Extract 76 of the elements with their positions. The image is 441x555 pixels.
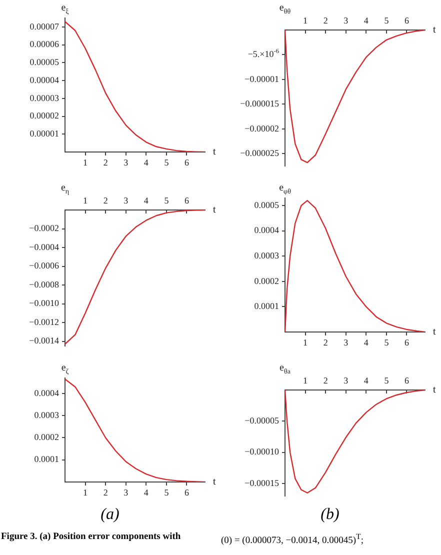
x-tick-label: 1 xyxy=(83,195,88,206)
x-tick-label: 3 xyxy=(344,375,349,386)
y-tick-label: −0.0004 xyxy=(29,242,60,252)
y-tick-label: −0.0008 xyxy=(29,279,60,290)
x-tick-label: 5 xyxy=(164,195,170,206)
caption: Figure 3. (a) Position error components with xyxy=(1,532,182,542)
y-tick-label: 0.0004 xyxy=(254,225,280,236)
x-tick-label: 6 xyxy=(184,195,190,206)
y-tick-label: −0.000025 xyxy=(240,148,280,158)
y-tick-label: −0.000015 xyxy=(240,98,280,109)
text: (b) xyxy=(320,506,340,524)
x-tick-label: 4 xyxy=(144,157,149,168)
x-tick-label: 6 xyxy=(184,487,190,498)
x-tick-label: 1 xyxy=(303,15,308,26)
y-tick-label: −0.00005 xyxy=(244,416,280,426)
x-axis-title: t xyxy=(213,146,216,158)
x-axis-title: t xyxy=(433,24,436,36)
y-tick-label: 0.0005 xyxy=(254,200,280,210)
x-tick-label: 2 xyxy=(323,15,328,26)
y-tick-label: 0.00003 xyxy=(30,92,60,103)
x-axis-title: t xyxy=(433,384,436,396)
x-tick-label: 1 xyxy=(83,157,88,168)
x-tick-label: 6 xyxy=(404,337,410,348)
text: (0) = (0.000073, −0.0014, 0.00045)$^{T}$; xyxy=(221,532,364,546)
y-tick-label: 0.00004 xyxy=(30,74,60,85)
x-tick-label: 5 xyxy=(164,487,170,498)
x-axis-title: t xyxy=(213,204,216,216)
y-tick-label: 0.0002 xyxy=(254,276,279,286)
y-tick-label: 0.00002 xyxy=(30,110,59,121)
x-tick-label: 6 xyxy=(404,375,410,386)
x-tick-label: 3 xyxy=(124,157,129,168)
x-tick-label: 2 xyxy=(103,157,108,168)
y-tick-label: −0.0006 xyxy=(29,260,60,271)
x-tick-label: 5 xyxy=(384,15,390,26)
y-tick-label: −0.0010 xyxy=(29,298,60,308)
text: (a) xyxy=(100,506,120,524)
x-tick-label: 4 xyxy=(144,487,149,498)
y-tick-label: 0.0003 xyxy=(34,410,60,420)
x-tick-label: 6 xyxy=(184,157,190,168)
x-tick-label: 1 xyxy=(303,375,308,386)
y-tick-label: 0.00006 xyxy=(30,39,60,50)
y-tick-label: 0.00007 xyxy=(30,21,60,32)
y-tick-label: 0.0002 xyxy=(34,432,59,442)
x-tick-label: 2 xyxy=(323,337,328,348)
x-tick-label: 4 xyxy=(144,195,149,206)
x-tick-label: 1 xyxy=(83,487,88,498)
y-tick-label: 0.0001 xyxy=(254,301,279,312)
x-tick-label: 2 xyxy=(103,195,108,206)
y-tick-label: −0.00002 xyxy=(244,123,279,134)
y-tick-label: 0.00005 xyxy=(30,57,60,68)
x-tick-label: 4 xyxy=(364,15,369,26)
x-tick-label: 4 xyxy=(364,337,369,348)
x-axis-title: t xyxy=(433,326,436,338)
x-tick-label: 6 xyxy=(404,15,410,26)
x-tick-label: 3 xyxy=(124,487,129,498)
x-tick-label: 3 xyxy=(124,195,129,206)
x-tick-label: 5 xyxy=(164,157,170,168)
x-tick-label: 2 xyxy=(323,375,328,386)
x-tick-label: 3 xyxy=(344,15,349,26)
y-tick-label: −0.00010 xyxy=(244,446,280,457)
x-tick-label: 4 xyxy=(364,375,369,386)
y-tick-label: −0.0014 xyxy=(29,336,60,346)
x-tick-label: 5 xyxy=(384,375,390,386)
y-tick-label: −0.00015 xyxy=(244,478,280,488)
y-tick-label: 0.00001 xyxy=(30,128,59,138)
x-axis-title: t xyxy=(213,476,216,488)
y-tick-label: 0.0004 xyxy=(34,388,60,398)
x-tick-label: 2 xyxy=(103,487,108,498)
y-tick-label: −0.0002 xyxy=(29,223,59,234)
y-tick-label: −0.0012 xyxy=(29,316,59,327)
y-tick-label: 0.0003 xyxy=(254,250,280,261)
y-tick-label: −0.00001 xyxy=(244,74,279,84)
x-tick-label: 5 xyxy=(384,337,390,348)
x-tick-label: 1 xyxy=(303,337,308,348)
x-tick-label: 3 xyxy=(344,337,349,348)
y-tick-label: 0.0001 xyxy=(34,454,59,464)
